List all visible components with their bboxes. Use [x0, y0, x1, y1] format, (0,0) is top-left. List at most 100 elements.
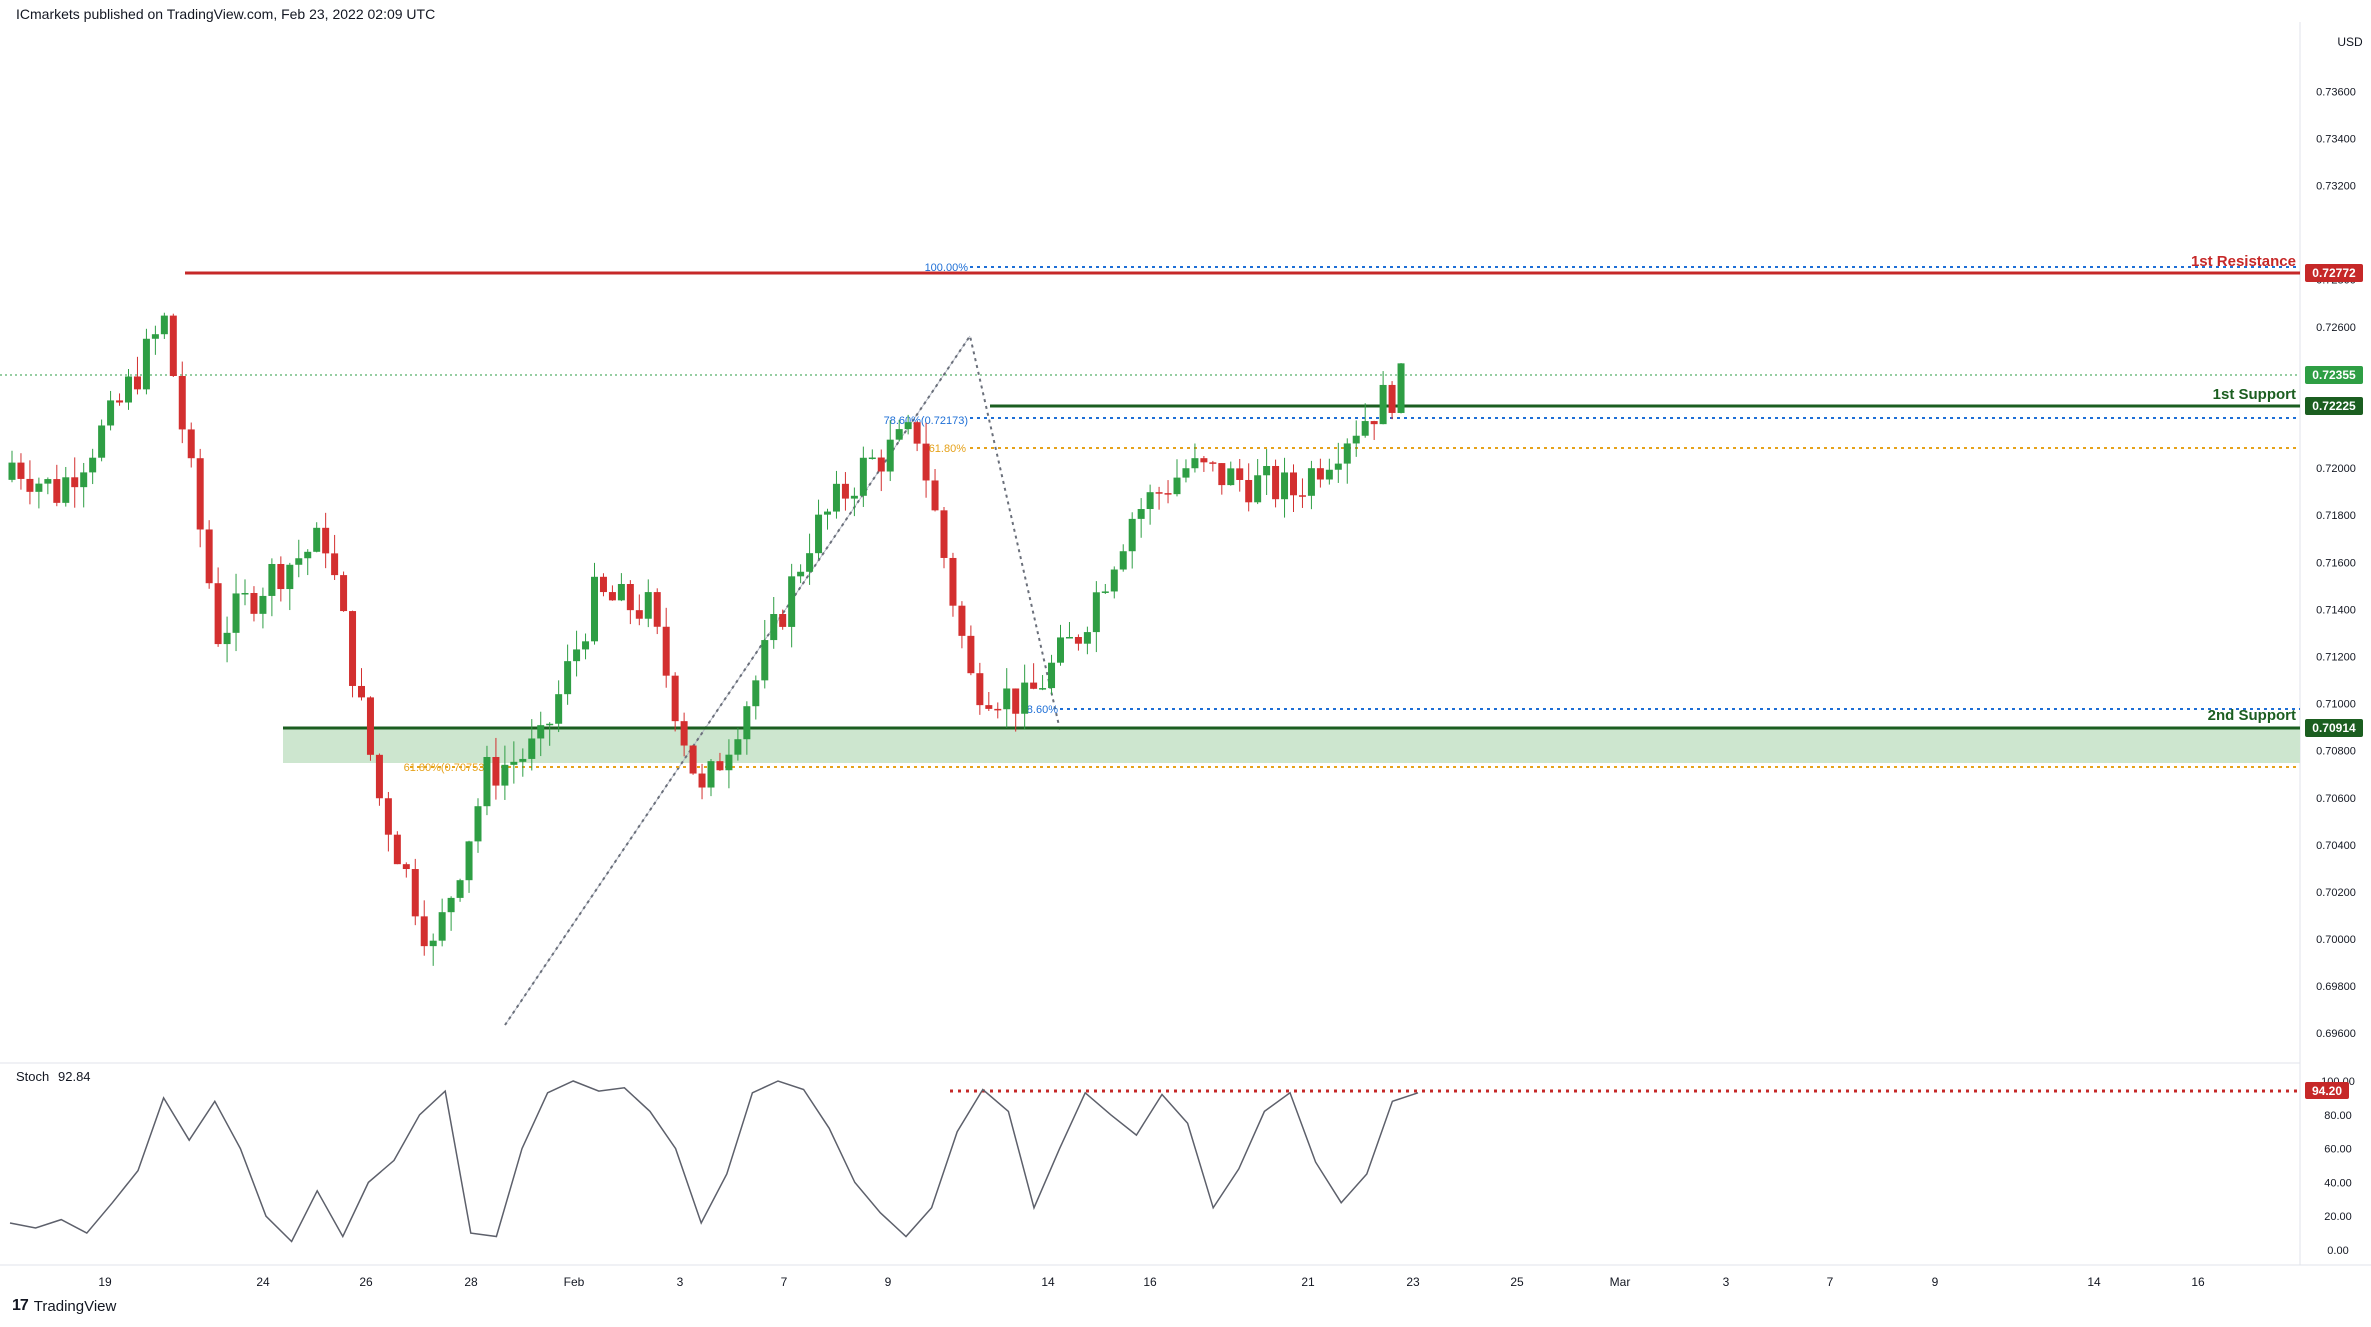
last-price-value: 0.72355: [2312, 368, 2356, 382]
candle-up: [644, 592, 652, 619]
candle-up: [1361, 421, 1369, 436]
time-label: 9: [885, 1275, 892, 1289]
price-tick-label: 0.70200: [2316, 887, 2356, 899]
candle-up: [438, 912, 446, 941]
resistance-1-label: 1st Resistance: [2191, 253, 2296, 270]
price-tick-label: 0.69600: [2316, 1028, 2356, 1040]
candle-up: [259, 595, 267, 614]
support-zone: [283, 727, 2300, 763]
candle-up: [1281, 472, 1289, 500]
candle-up: [707, 761, 715, 788]
candle-down: [1388, 384, 1396, 413]
candle-down: [599, 576, 607, 593]
candle-down: [277, 563, 285, 590]
candle-up: [824, 511, 831, 515]
candle-down: [375, 754, 383, 799]
candle-down: [779, 614, 787, 627]
time-label: 28: [464, 1275, 478, 1289]
candle-down: [967, 635, 975, 674]
candle-up: [295, 558, 303, 565]
candle-down: [187, 429, 195, 459]
candle-up: [850, 495, 858, 499]
candle-down: [940, 510, 948, 558]
candle-up: [591, 576, 598, 642]
candle-down: [1245, 479, 1253, 503]
candle-down: [1012, 688, 1020, 714]
time-label: 7: [781, 1275, 788, 1289]
price-tick-label: 0.71600: [2316, 557, 2356, 569]
time-label: 26: [359, 1275, 373, 1289]
candle-up: [537, 725, 545, 739]
candle-up: [465, 841, 473, 881]
time-label: 23: [1406, 1275, 1420, 1289]
candle-down: [1298, 495, 1306, 497]
candle-down: [877, 457, 885, 472]
time-label: 25: [1510, 1275, 1524, 1289]
candle-down: [420, 916, 428, 947]
candle-up: [1092, 592, 1100, 633]
tradingview-logo-icon: 17: [12, 1297, 29, 1314]
stoch-value: 92.84: [58, 1069, 91, 1084]
candle-down: [1030, 682, 1038, 689]
time-label: Feb: [564, 1275, 585, 1289]
resistance-1-badge: [2305, 264, 2363, 282]
candle-up: [1307, 468, 1315, 496]
stoch-tick-label: 60.00: [2324, 1144, 2352, 1156]
price-tick-label: 0.71000: [2316, 699, 2356, 711]
candle-up: [832, 483, 840, 512]
candle-down: [53, 479, 61, 503]
fib-100-label: 100.00%: [925, 262, 969, 274]
stoch-tick-label: 80.00: [2324, 1110, 2352, 1122]
candle-down: [322, 527, 330, 554]
candle-up: [788, 576, 796, 627]
candle-down: [716, 761, 724, 771]
price-tick-label: 0.70000: [2316, 934, 2356, 946]
stoch-tick-label: 20.00: [2324, 1211, 2352, 1223]
support-2-badge: [2305, 719, 2363, 737]
fib-618-upper-label: 61.80%: [929, 443, 967, 455]
last-price-badge: [2305, 366, 2363, 384]
candle-up: [98, 425, 106, 458]
candle-down: [841, 483, 849, 499]
stoch-marker-value: 94.20: [2312, 1084, 2342, 1098]
candle-up: [313, 527, 321, 552]
candle-down: [976, 673, 984, 706]
candle-down: [1218, 463, 1226, 486]
candle-down: [922, 443, 930, 481]
candle-down: [169, 315, 177, 376]
time-label: 9: [1932, 1275, 1939, 1289]
candle-up: [501, 764, 509, 786]
candle-up: [528, 738, 536, 759]
candle-up: [797, 571, 805, 577]
price-tick-label: 0.73600: [2316, 86, 2356, 98]
candle-up: [304, 551, 312, 559]
candle-up: [573, 649, 581, 662]
stoch-marker-badge: [2305, 1082, 2349, 1099]
candle-up: [1379, 384, 1387, 425]
tradingview-brand[interactable]: 17 TradingView: [12, 1297, 116, 1315]
candle-down: [214, 583, 222, 645]
candle-down: [1236, 468, 1244, 480]
candle-down: [1370, 421, 1378, 425]
candle-up: [35, 483, 43, 492]
time-label: 16: [1143, 1275, 1157, 1289]
candle-up: [1048, 662, 1056, 689]
candle-up: [510, 761, 518, 765]
candle-up: [582, 641, 590, 650]
candle-up: [1182, 468, 1190, 478]
candle-down: [196, 458, 204, 530]
candle-up: [1057, 637, 1064, 663]
candle-down: [653, 592, 661, 627]
price-tick-label: 0.73400: [2316, 133, 2356, 145]
candle-down: [698, 773, 706, 788]
candle-up: [1343, 443, 1351, 464]
candle-up: [1173, 477, 1181, 495]
candle-up: [1191, 458, 1199, 469]
stoch-line: [9, 1080, 1419, 1243]
candle-up: [1128, 518, 1136, 552]
candle-up: [1334, 463, 1342, 470]
candle-up: [734, 739, 742, 755]
candle-up: [241, 592, 249, 595]
